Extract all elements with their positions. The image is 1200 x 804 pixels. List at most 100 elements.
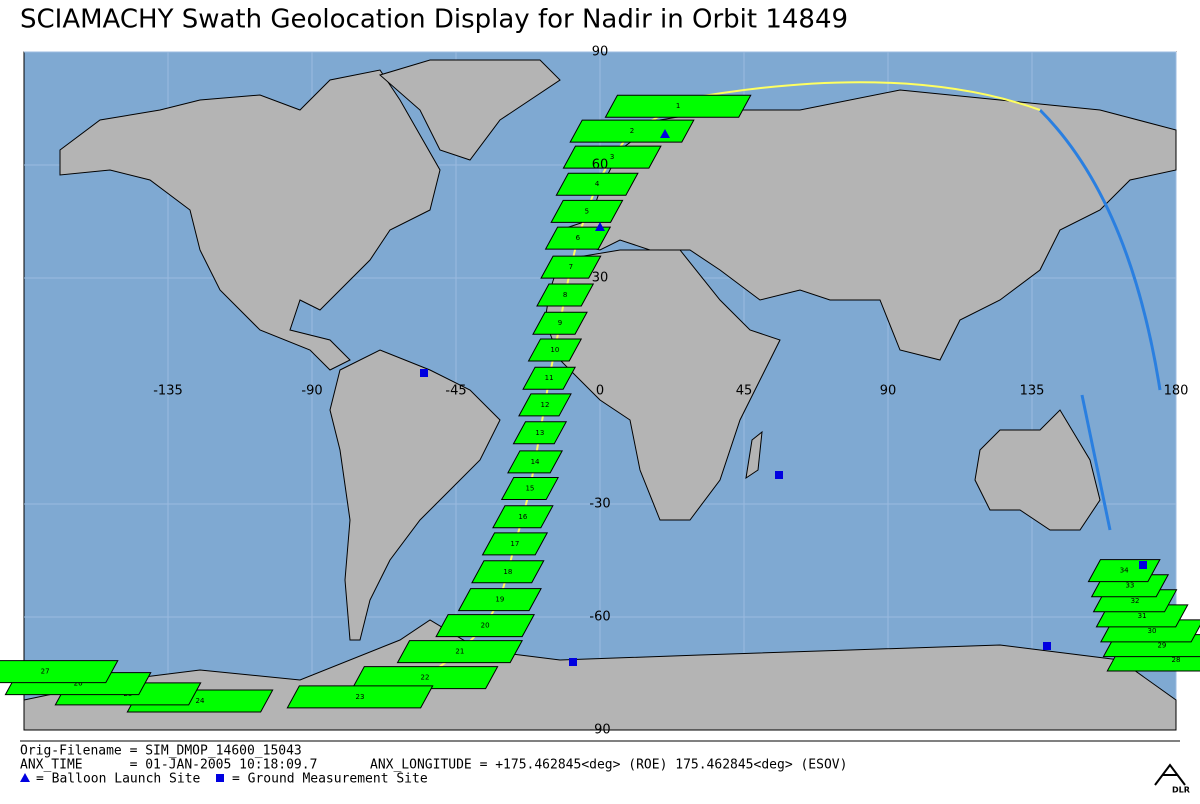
swath <box>481 532 549 556</box>
swath-label: 30 <box>1148 627 1157 635</box>
swath-label: 17 <box>510 540 519 548</box>
lat-label: -60 <box>589 610 610 625</box>
ground-site <box>569 658 577 666</box>
swath-label: 21 <box>455 648 464 656</box>
swath-label: 28 <box>1172 656 1181 664</box>
swath <box>351 666 499 690</box>
swath-label: 12 <box>540 401 549 409</box>
swath <box>435 614 535 638</box>
swath-label: 1 <box>676 102 680 110</box>
logo: DLR <box>1172 786 1190 795</box>
swath-label: 16 <box>518 513 527 521</box>
title: SCIAMACHY Swath Geolocation Display for … <box>20 5 848 35</box>
swath-label: 24 <box>196 697 205 705</box>
swath-label: 20 <box>481 622 490 630</box>
swath-label: 31 <box>1138 612 1147 620</box>
swath <box>492 505 554 529</box>
swath <box>512 421 568 445</box>
lat-label: -90 <box>589 723 610 738</box>
swath-label: 10 <box>550 346 559 354</box>
legend-balloon-icon <box>20 773 30 782</box>
logo-mark <box>1154 763 1186 786</box>
swath-label: 33 <box>1125 582 1134 590</box>
swath-label: 22 <box>420 674 429 682</box>
balloon-site <box>595 222 605 231</box>
lat-label: 60 <box>592 158 609 173</box>
swath <box>0 660 119 684</box>
footer-anx-time: ANX_TIME = 01-JAN-2005 10:18:09.7 <box>20 758 317 773</box>
swath-label: 3 <box>610 153 614 161</box>
legend-ground-icon <box>216 774 224 782</box>
swath <box>555 172 639 196</box>
swath-label: 27 <box>41 668 50 676</box>
swath-label: 9 <box>558 319 562 327</box>
swaths: 1234567891011121314151617181920212223242… <box>0 94 1200 713</box>
swath-label: 18 <box>503 568 512 576</box>
greenland <box>378 59 561 161</box>
north-america <box>59 69 441 371</box>
legend-balloon: = Balloon Launch Site <box>36 772 201 787</box>
swath-label: 15 <box>525 485 534 493</box>
swath <box>522 366 576 390</box>
swath <box>544 226 612 250</box>
swath-label: 29 <box>1157 642 1166 650</box>
swath-label: 34 <box>1120 567 1129 575</box>
swath <box>527 338 583 362</box>
swath <box>518 393 572 417</box>
land <box>23 59 1177 731</box>
lon-label: 90 <box>880 384 897 399</box>
ground-site <box>775 471 783 479</box>
south-america <box>329 349 501 641</box>
lat-label: 90 <box>592 45 609 60</box>
swath <box>532 311 588 335</box>
swath-label: 4 <box>595 180 600 188</box>
swath-label: 32 <box>1131 597 1140 605</box>
swath <box>550 199 624 223</box>
swath-label: 7 <box>569 263 573 271</box>
swath <box>471 560 545 584</box>
lon-label: 0 <box>596 384 604 399</box>
swath <box>457 588 542 612</box>
lon-label: 135 <box>1020 384 1045 399</box>
footer-anx-longitude: ANX_LONGITUDE = +175.462845<deg> (ROE) 1… <box>370 758 847 773</box>
swath <box>562 145 662 169</box>
legend-ground: = Ground Measurement Site <box>232 772 428 787</box>
swath-label: 23 <box>356 693 365 701</box>
ground-site <box>420 369 428 377</box>
swath-label: 2 <box>630 127 634 135</box>
ground-site <box>1139 561 1147 569</box>
swath <box>604 94 752 118</box>
swath <box>536 283 595 307</box>
swath <box>507 450 564 474</box>
swath-label: 11 <box>545 374 554 382</box>
lon-label: -45 <box>445 384 466 399</box>
australia <box>974 409 1101 531</box>
swath-label: 5 <box>585 207 589 215</box>
lat-label: -30 <box>589 497 610 512</box>
swath <box>540 255 602 279</box>
swath-label: 6 <box>576 234 581 242</box>
swath-label: 8 <box>563 291 567 299</box>
swath <box>396 640 524 664</box>
ground-site <box>1043 642 1051 650</box>
swath-label: 14 <box>531 458 540 466</box>
swath <box>500 477 559 501</box>
swath-label: 13 <box>535 429 544 437</box>
lon-label: -135 <box>153 384 183 399</box>
nadir-track <box>424 105 679 679</box>
swath-label: 26 <box>74 680 83 688</box>
swath-label: 19 <box>495 596 504 604</box>
lon-label: 180 <box>1164 384 1189 399</box>
orbit-track-north <box>679 81 1041 111</box>
orbit-track-night <box>1038 108 1162 531</box>
sites <box>420 129 1147 666</box>
lon-label: 45 <box>736 384 753 399</box>
madagascar <box>745 430 763 480</box>
lon-label: -90 <box>301 384 322 399</box>
footer-filename: Orig-Filename = SIM_DMOP_14600_15043 <box>20 744 302 759</box>
balloon-site <box>660 129 670 138</box>
lat-label: 30 <box>592 271 609 286</box>
swath <box>286 685 434 709</box>
